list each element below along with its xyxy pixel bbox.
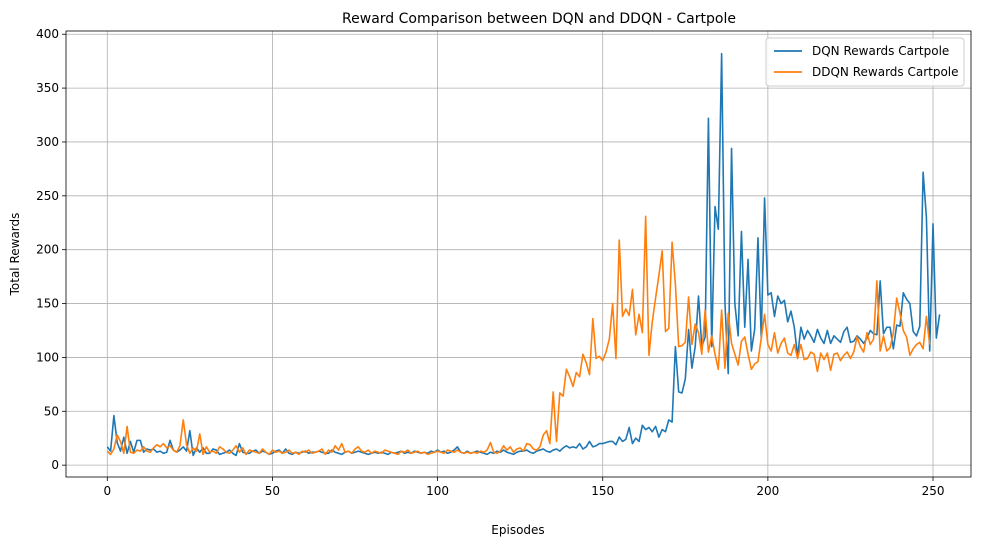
x-axis: 0 50 100 150 200 250 xyxy=(103,477,944,498)
x-tick-label: 150 xyxy=(591,484,614,498)
y-tick-label: 350 xyxy=(36,81,59,95)
x-tick-label: 250 xyxy=(922,484,945,498)
plot-area xyxy=(66,31,971,477)
series-line-dqn xyxy=(107,54,939,456)
x-axis-title: Episodes xyxy=(491,523,544,537)
y-axis: 0 50 100 150 200 250 300 350 400 xyxy=(36,27,66,472)
legend-label: DQN Rewards Cartpole xyxy=(812,44,949,58)
y-tick-label: 200 xyxy=(36,243,59,257)
y-tick-label: 50 xyxy=(44,404,59,418)
y-tick-label: 150 xyxy=(36,297,59,311)
y-tick-label: 300 xyxy=(36,135,59,149)
x-tick-label: 50 xyxy=(265,484,280,498)
x-tick-label: 0 xyxy=(103,484,111,498)
x-tick-label: 100 xyxy=(426,484,449,498)
x-tick-label: 200 xyxy=(756,484,779,498)
chart-title: Reward Comparison between DQN and DDQN -… xyxy=(342,11,736,27)
y-tick-label: 100 xyxy=(36,350,59,364)
legend: DQN Rewards Cartpole DDQN Rewards Cartpol… xyxy=(766,38,964,86)
legend-label: DDQN Rewards Cartpole xyxy=(812,65,959,79)
y-tick-label: 0 xyxy=(51,458,59,472)
y-tick-label: 250 xyxy=(36,189,59,203)
grid-lines xyxy=(66,31,971,477)
y-axis-title: Total Rewards xyxy=(8,213,22,297)
y-tick-label: 400 xyxy=(36,27,59,41)
series-lines xyxy=(107,54,939,456)
